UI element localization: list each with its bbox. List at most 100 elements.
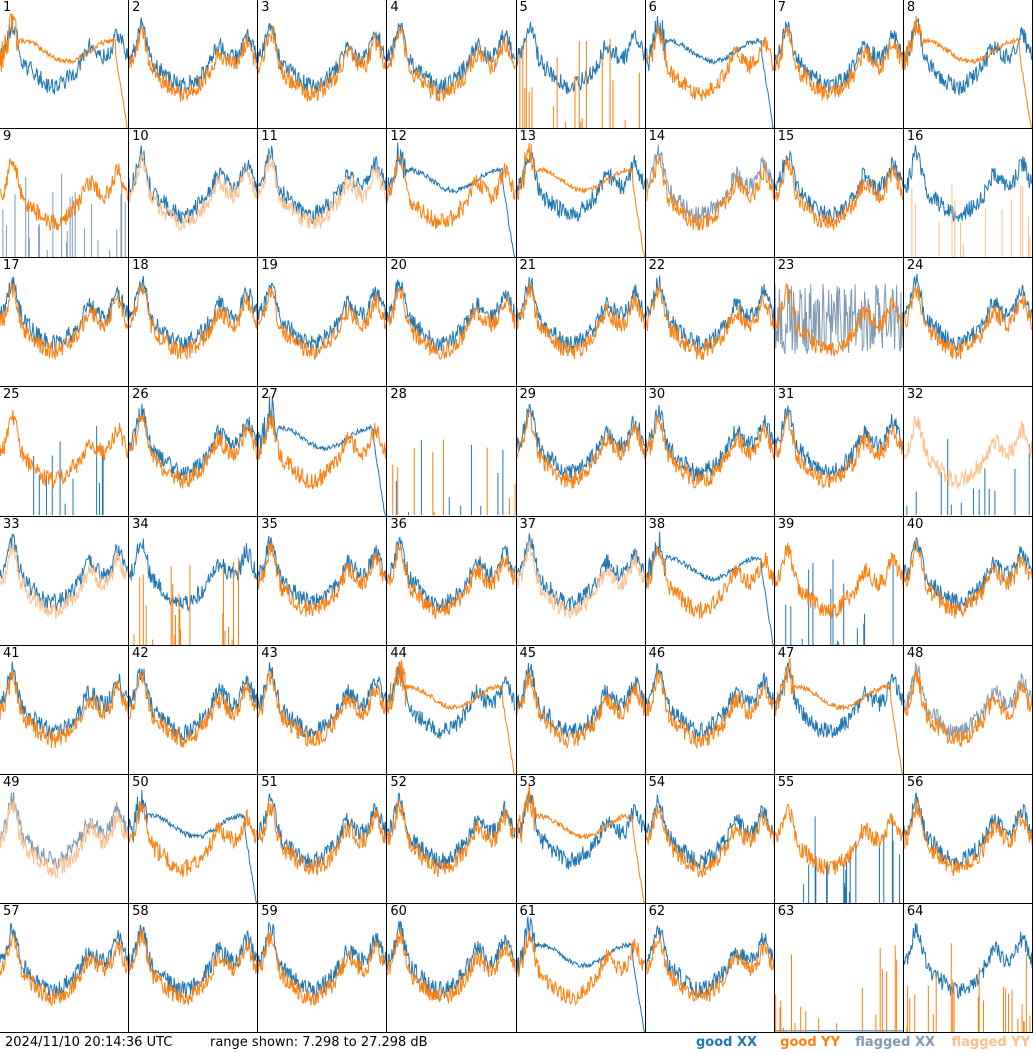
- series-xx-line: [258, 396, 387, 516]
- series-xx-line: [516, 662, 645, 738]
- series-xx-line: [516, 916, 645, 1032]
- panel-30: 30: [645, 387, 775, 517]
- panel-36: 36: [387, 516, 517, 646]
- series-yy-line: [258, 25, 387, 102]
- panel-plot: [258, 793, 387, 876]
- panel-label: 45: [519, 645, 537, 661]
- panel-label: 55: [777, 774, 795, 790]
- panel-6: 6: [645, 0, 775, 130]
- panel-20: 20: [387, 258, 517, 388]
- panel-label: 10: [132, 129, 149, 145]
- panel-plot: [645, 925, 774, 1003]
- series-yy-line: [903, 15, 1032, 129]
- panel-plot: [258, 661, 387, 747]
- panel-39: 39: [774, 516, 904, 646]
- panel-label: 34: [132, 516, 149, 532]
- panel-plot: [645, 16, 774, 129]
- panel-18: 18: [129, 258, 259, 388]
- series-yy-line: [0, 410, 129, 490]
- panel-label: 57: [3, 903, 20, 919]
- series-yy-line: [129, 928, 258, 1005]
- panel-17: 17: [0, 258, 130, 388]
- series-xx-line: [387, 22, 516, 96]
- panel-label: 41: [3, 645, 20, 661]
- panel-label: 42: [132, 645, 149, 661]
- panel-plot: [387, 920, 516, 1004]
- range-label: range shown: 7.298 to 27.298 dB: [210, 1035, 428, 1050]
- series-xx-line: [516, 277, 645, 352]
- panel-plot: [516, 532, 645, 619]
- panel-label: 16: [906, 129, 924, 145]
- panel-plot: [129, 924, 258, 1005]
- panel-label: 33: [3, 516, 20, 532]
- panel-plot: [645, 662, 774, 750]
- panel-plot: [0, 13, 129, 129]
- series-xx-line: [387, 661, 516, 739]
- series-yy-line: [133, 557, 240, 645]
- series-xx-line: [129, 276, 258, 352]
- panel-5: 5: [516, 0, 646, 130]
- panel-plot: [774, 542, 903, 645]
- series-xx-line: [2, 174, 126, 258]
- series-yy-line: [387, 930, 516, 1004]
- series-yy-line: [516, 671, 645, 749]
- series-yy-line: [903, 538, 1032, 619]
- panel-26: 26: [129, 387, 259, 517]
- panel-46: 46: [645, 645, 775, 775]
- series-xx-line: [774, 405, 903, 481]
- panel-label: 15: [777, 129, 795, 145]
- panel-plot: [387, 22, 516, 102]
- series-xx-line: [516, 21, 645, 94]
- panel-plot: [387, 142, 516, 258]
- panel-label: 27: [261, 387, 278, 403]
- series-yy-line: [645, 670, 774, 750]
- panel-plot: [129, 276, 258, 361]
- series-yy-line: [516, 282, 645, 360]
- series-yy-line: [903, 798, 1032, 876]
- panel-61: 61: [516, 903, 646, 1033]
- panel-40: 40: [903, 516, 1033, 646]
- panel-58: 58: [129, 903, 259, 1033]
- series-yy-line: [645, 26, 774, 102]
- series-yy-line: [911, 184, 1031, 258]
- series-yy-line: [774, 157, 903, 231]
- panel-plot: [774, 803, 903, 903]
- panel-37: 37: [516, 516, 646, 646]
- series-yy-line: [387, 155, 516, 230]
- series-yy-line: [518, 38, 640, 129]
- panel-8: 8: [903, 0, 1033, 130]
- panel-plot: [129, 17, 258, 102]
- series-xx-line: [129, 538, 258, 612]
- panel-label: 19: [261, 258, 278, 274]
- panel-label: 38: [648, 516, 666, 532]
- panel-plot: [516, 142, 645, 258]
- panel-plot: [645, 531, 774, 645]
- panel-plot: [774, 656, 903, 774]
- panel-12: 12: [387, 129, 517, 259]
- series-xx-line: [0, 15, 129, 95]
- panel-60: 60: [387, 903, 517, 1033]
- panel-63: 63: [774, 903, 904, 1033]
- panel-plot: [0, 277, 129, 360]
- series-xx-line: [516, 790, 645, 870]
- series-yy-line: [258, 671, 387, 747]
- panel-plot: [774, 283, 903, 358]
- series-yy-line: [774, 945, 897, 1032]
- legend-good-yy: good YY: [780, 1035, 840, 1050]
- panel-label: 26: [132, 387, 149, 403]
- panel-plot: [258, 396, 387, 516]
- panel-label: 29: [519, 387, 537, 403]
- series-xx-line: [774, 150, 903, 224]
- panel-label: 36: [390, 516, 407, 532]
- panel-plot: [258, 146, 387, 230]
- panel-59: 59: [258, 903, 388, 1033]
- panel-label: 11: [261, 129, 278, 145]
- series-yy-line: [258, 410, 387, 490]
- panel-label: 59: [261, 903, 278, 919]
- panel-plot: [903, 416, 1032, 516]
- series-yy-line: [516, 540, 645, 619]
- panel-plot: [0, 791, 129, 879]
- panel-22: 22: [645, 258, 775, 388]
- series-xx-line: [0, 791, 129, 871]
- series-yy-line: [258, 153, 387, 230]
